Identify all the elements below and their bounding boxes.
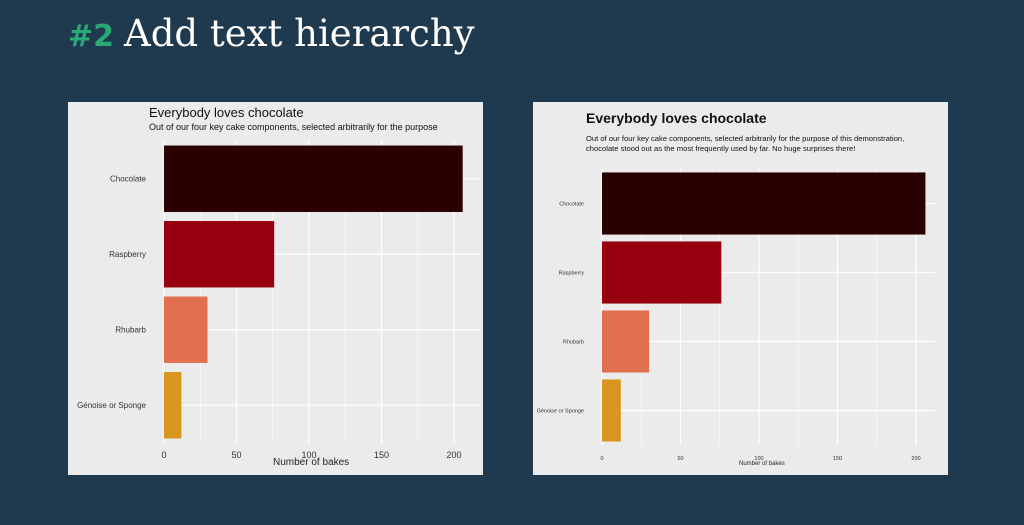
bar <box>164 372 182 439</box>
x-tick-label: 200 <box>911 456 920 462</box>
x-axis-label: Number of bakes <box>273 457 350 468</box>
chart-title: Everybody loves chocolate <box>149 105 304 120</box>
chart-subtitle: Out of our four key cake components, sel… <box>149 122 438 132</box>
slide-number: #2 <box>68 19 115 54</box>
bar <box>164 296 208 363</box>
category-tick-label: Génoise or Sponge <box>77 401 146 410</box>
x-tick-label: 0 <box>161 450 166 460</box>
x-tick-label: 150 <box>833 456 842 462</box>
chart-title: Everybody loves chocolate <box>586 110 767 126</box>
x-tick-label: 100 <box>301 450 316 460</box>
category-tick-label: Génoise or Sponge <box>537 408 584 414</box>
slide-title: #2 Add text hierarchy <box>68 12 475 55</box>
bar <box>164 145 463 212</box>
category-tick-label: Chocolate <box>110 175 147 184</box>
category-tick-label: Chocolate <box>559 201 584 207</box>
chart-subtitle: Out of our four key cake components, sel… <box>586 134 905 153</box>
x-tick-label: 50 <box>231 450 241 460</box>
x-tick-label: 150 <box>374 450 389 460</box>
chart-panel-left: Chocolate Raspberry Rhubarb Génoise or Spon… <box>68 102 483 475</box>
category-tick-label: Raspberry <box>109 250 146 259</box>
chart-panel-right: Chocolate Raspberry Rhubarb Génoise or Spon… <box>533 102 948 475</box>
x-tick-label: 50 <box>677 456 683 462</box>
category-tick-label: Rhubarb <box>115 326 146 335</box>
bar <box>602 172 926 235</box>
bar <box>602 379 621 442</box>
bar <box>602 310 650 373</box>
x-tick-label: 200 <box>446 450 461 460</box>
x-tick-label: 100 <box>754 456 763 462</box>
bar-chart-right: Chocolate Raspberry Rhubarb Génoise or Spon… <box>537 169 935 462</box>
bar <box>164 221 275 288</box>
x-tick-label: 0 <box>600 456 603 462</box>
bar-chart-left: Chocolate Raspberry Rhubarb Génoise or Spon… <box>77 141 480 460</box>
bar <box>602 241 722 304</box>
x-axis-label: Number of bakes <box>739 461 785 467</box>
slide-title-text: Add text hierarchy <box>124 12 475 55</box>
category-tick-label: Raspberry <box>559 270 585 276</box>
category-tick-label: Rhubarb <box>563 339 584 345</box>
